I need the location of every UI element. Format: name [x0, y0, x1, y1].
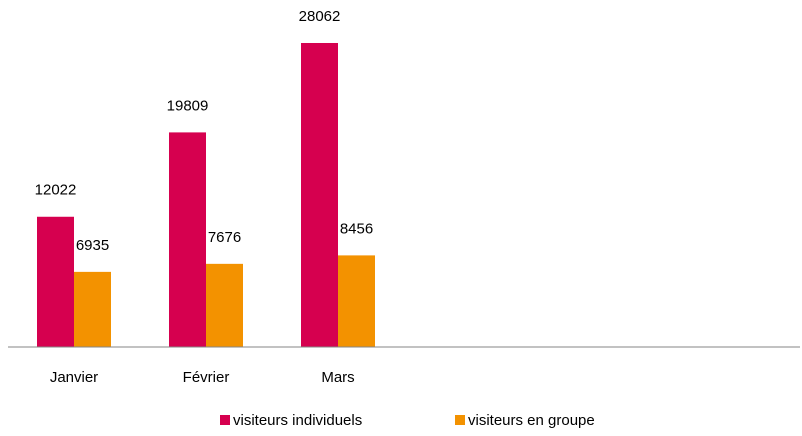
bar: [206, 263, 243, 347]
bar: [74, 271, 111, 347]
legend-swatch: [220, 415, 230, 425]
data-label: 19809: [167, 97, 209, 114]
legend-swatch: [455, 415, 465, 425]
bar: [169, 132, 206, 347]
data-label: 7676: [208, 229, 241, 246]
data-label: 8456: [340, 220, 373, 237]
x-tick-label: Mars: [321, 369, 354, 386]
x-tick-label: Janvier: [50, 369, 98, 386]
bar: [338, 255, 375, 347]
data-label: 12022: [35, 182, 77, 199]
legend-label: visiteurs individuels: [233, 412, 362, 429]
bar: [301, 42, 338, 348]
x-tick-label: Février: [183, 369, 230, 386]
data-label: 6935: [76, 237, 109, 254]
data-label: 28062: [299, 8, 341, 25]
legend-label: visiteurs en groupe: [468, 412, 595, 429]
bar: [37, 216, 74, 347]
